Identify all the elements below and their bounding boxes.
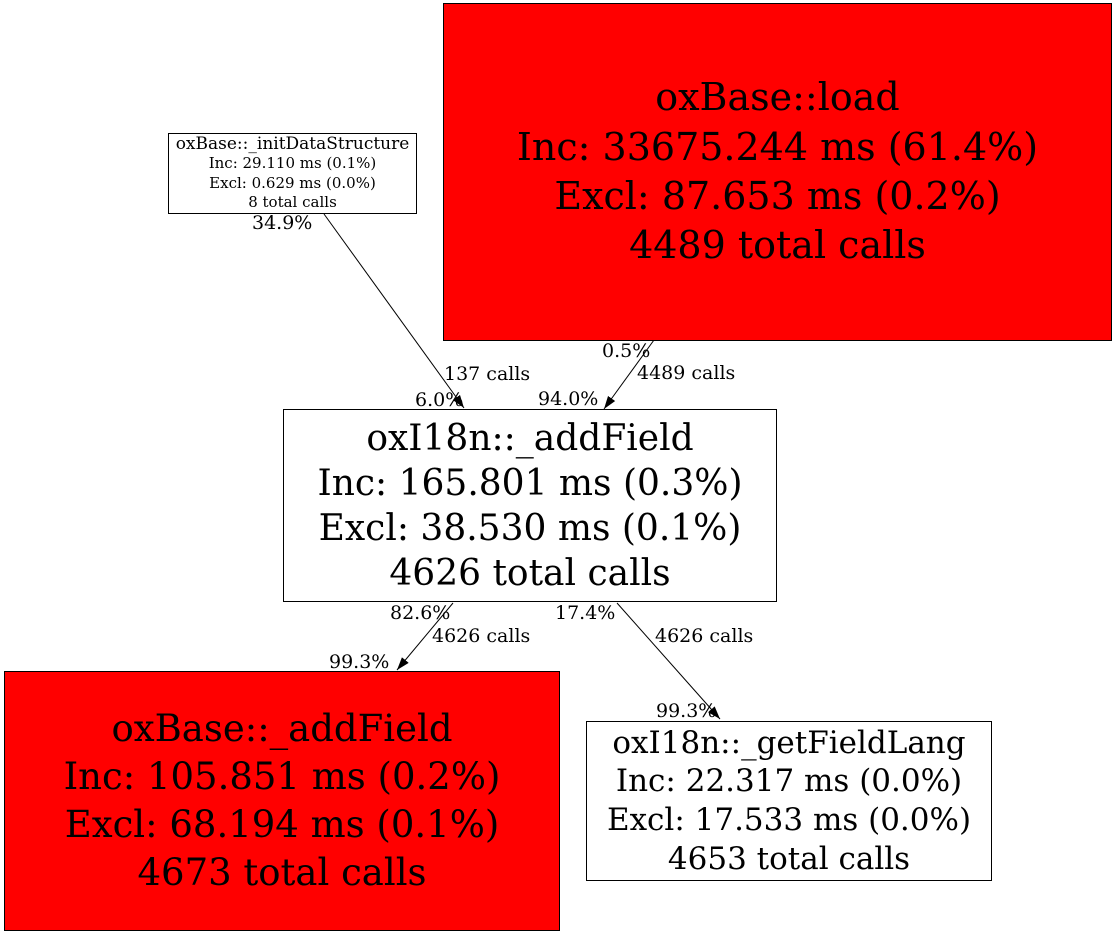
node-title: oxI18n::_getFieldLang xyxy=(612,724,966,761)
node-total-calls: 4626 total calls xyxy=(389,552,671,594)
edge-addfield-baseaddfield-calls-label: 4626 calls xyxy=(432,625,531,647)
node-exclusive-time: Excl: 17.533 ms (0.0%) xyxy=(606,802,972,838)
edge-init-addfield-target-percent-label: 6.0% xyxy=(415,389,464,411)
node-oxbase-addfield: oxBase::_addField Inc: 105.851 ms (0.2%)… xyxy=(4,671,560,931)
edge-load-to-addfield-line xyxy=(603,339,655,410)
node-exclusive-time: Excl: 38.530 ms (0.1%) xyxy=(318,507,742,549)
node-oxbase-load: oxBase::load Inc: 33675.244 ms (61.4%) E… xyxy=(443,3,1112,341)
node-total-calls: 4673 total calls xyxy=(137,851,427,895)
node-total-calls: 8 total calls xyxy=(248,193,337,212)
edge-init-addfield-source-percent-label: 34.9% xyxy=(252,212,313,234)
node-exclusive-time: Excl: 68.194 ms (0.1%) xyxy=(64,803,500,846)
edge-load-addfield-source-percent-label: 0.5% xyxy=(602,340,651,362)
edge-load-addfield-target-percent-label: 94.0% xyxy=(538,388,599,410)
node-oxi18n-getfieldlang: oxI18n::_getFieldLang Inc: 22.317 ms (0.… xyxy=(586,721,992,881)
edge-addfield-to-baseaddfield-line xyxy=(396,602,454,671)
node-inclusive-time: Inc: 33675.244 ms (61.4%) xyxy=(516,124,1039,169)
edge-addfield-to-getfieldlang-line xyxy=(616,602,721,720)
node-title: oxBase::_addField xyxy=(111,706,453,750)
node-inclusive-time: Inc: 22.317 ms (0.0%) xyxy=(615,763,963,800)
node-title: oxI18n::_addField xyxy=(366,417,694,459)
node-oxi18n-addfield: oxI18n::_addField Inc: 165.801 ms (0.3%)… xyxy=(283,409,777,602)
edge-addfield-baseaddfield-target-percent-label: 99.3% xyxy=(329,651,390,673)
edge-addfield-getfieldlang-target-percent-label: 99.3% xyxy=(656,700,717,722)
edge-addfield-getfieldlang-source-percent-label: 17.4% xyxy=(555,602,616,624)
node-total-calls: 4653 total calls xyxy=(667,840,911,877)
node-title: oxBase::load xyxy=(655,75,900,120)
node-exclusive-time: Excl: 0.629 ms (0.0%) xyxy=(209,173,376,192)
node-exclusive-time: Excl: 87.653 ms (0.2%) xyxy=(554,174,1001,218)
edge-load-addfield-calls-label: 4489 calls xyxy=(637,362,736,384)
node-inclusive-time: Inc: 29.110 ms (0.1%) xyxy=(208,154,377,173)
edge-addfield-getfieldlang-calls-label: 4626 calls xyxy=(655,625,754,647)
edge-addfield-baseaddfield-source-percent-label: 82.6% xyxy=(390,602,451,624)
node-title: oxBase::_initDataStructure xyxy=(175,134,410,155)
node-inclusive-time: Inc: 105.851 ms (0.2%) xyxy=(63,754,501,798)
edge-init-addfield-calls-label: 137 calls xyxy=(444,363,531,385)
node-inclusive-time: Inc: 165.801 ms (0.3%) xyxy=(317,462,743,504)
node-oxbase-initdatastructure: oxBase::_initDataStructure Inc: 29.110 m… xyxy=(168,133,417,214)
node-total-calls: 4489 total calls xyxy=(629,223,926,268)
edge-init-to-addfield-line xyxy=(323,213,465,409)
